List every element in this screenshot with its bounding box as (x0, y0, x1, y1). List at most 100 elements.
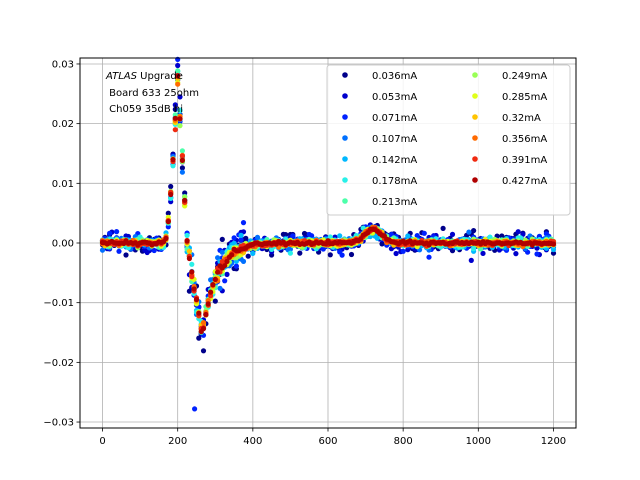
legend-label: 0.356mA (502, 134, 547, 145)
data-point (224, 271, 230, 277)
ticks-layer: 0 200 400 600 800 1000 1200 −0.03 −0.02 −0.01 0.00… (43, 59, 566, 447)
series-0.427mA (99, 73, 557, 335)
data-point (179, 169, 185, 175)
data-point (222, 278, 228, 284)
data-point (231, 235, 237, 241)
data-point (297, 250, 303, 256)
data-point (222, 263, 228, 269)
data-point (550, 241, 557, 247)
data-point (172, 127, 178, 133)
legend-marker (472, 135, 478, 141)
data-point (170, 163, 176, 169)
data-point (405, 233, 411, 239)
legend-label: 0.32mA (502, 113, 541, 124)
legend: 0.036mA 0.053mA 0.071mA 0.107mA 0.142mA 0.178… (326, 64, 571, 216)
x-tick-label: 600 (318, 436, 337, 447)
data-point (172, 102, 178, 108)
legend-item-0.036mA: 0.036mA (342, 71, 417, 82)
y-tick-label: −0.01 (43, 298, 74, 309)
legend-marker (472, 156, 478, 162)
data-point (200, 326, 207, 332)
legend-marker (472, 93, 478, 99)
legend-label: 0.391mA (502, 155, 547, 166)
y-tick-label: 0.02 (52, 119, 74, 130)
data-point (534, 251, 540, 257)
legend-label: 0.249mA (502, 71, 547, 82)
data-point (175, 81, 181, 87)
data-point (513, 251, 519, 257)
legend-item-0.356mA: 0.356mA (472, 134, 547, 145)
data-point (205, 301, 211, 307)
data-point (193, 296, 200, 303)
legend-marker (472, 114, 478, 120)
data-point (182, 197, 188, 203)
data-point (175, 62, 181, 69)
annotation-line-2: Board 633 25ohm (106, 88, 199, 99)
data-point (348, 251, 355, 258)
legend-item-0.32mA: 0.32mA (472, 113, 541, 124)
data-point (107, 230, 113, 236)
outlier-point (192, 406, 198, 412)
data-point (215, 255, 221, 261)
legend-marker (342, 177, 348, 183)
legend-marker (342, 135, 348, 141)
data-point (210, 282, 216, 288)
data-point (165, 210, 171, 216)
data-point (212, 298, 218, 304)
legend-label: 0.427mA (502, 176, 547, 187)
data-point (99, 247, 106, 253)
data-point (172, 106, 178, 112)
data-point (238, 237, 244, 243)
data-point (208, 293, 214, 299)
data-point (212, 276, 218, 282)
data-point (471, 228, 477, 234)
data-point (290, 233, 296, 239)
data-point (189, 274, 195, 280)
data-point (179, 148, 185, 154)
data-point (550, 250, 557, 256)
legend-label: 0.053mA (372, 92, 417, 103)
data-point (480, 250, 486, 256)
y-tick-label: 0.00 (52, 239, 74, 250)
data-point (179, 157, 185, 163)
x-tick-label: 0 (99, 436, 105, 447)
data-point (191, 286, 197, 292)
data-point (379, 241, 385, 247)
data-point (393, 250, 399, 257)
data-point (200, 320, 207, 326)
data-point (405, 247, 411, 253)
data-point (240, 258, 247, 264)
data-point (196, 310, 202, 316)
data-point (177, 94, 183, 100)
data-point (203, 311, 209, 318)
data-point (487, 234, 493, 240)
data-point (179, 153, 185, 159)
legend-label: 0.107mA (372, 134, 417, 145)
annotation-upgrade: Upgrade (137, 71, 183, 82)
legend-item-0.285mA: 0.285mA (472, 92, 547, 103)
data-point (186, 255, 192, 262)
x-tick-label: 1000 (466, 436, 491, 447)
data-point (177, 107, 183, 114)
data-point (250, 250, 256, 256)
y-tick-label: −0.02 (43, 358, 74, 369)
x-tick-label: 200 (168, 436, 187, 447)
data-point (177, 123, 183, 129)
legend-marker (472, 72, 478, 78)
x-tick-label: 800 (394, 436, 413, 447)
legend-label: 0.213mA (372, 197, 417, 208)
legend-item-0.107mA: 0.107mA (342, 134, 417, 145)
data-point (400, 248, 406, 254)
data-point (165, 219, 171, 225)
data-point (254, 234, 261, 240)
data-point (189, 269, 195, 275)
data-point (468, 257, 474, 263)
y-tick-label: 0.01 (52, 179, 74, 190)
data-point (163, 235, 169, 242)
legend-item-0.427mA: 0.427mA (472, 176, 547, 187)
data-point (175, 68, 181, 74)
legend-item-0.249mA: 0.249mA (472, 71, 547, 82)
data-point (196, 335, 202, 341)
data-point (184, 232, 190, 238)
legend-label: 0.036mA (372, 71, 417, 82)
